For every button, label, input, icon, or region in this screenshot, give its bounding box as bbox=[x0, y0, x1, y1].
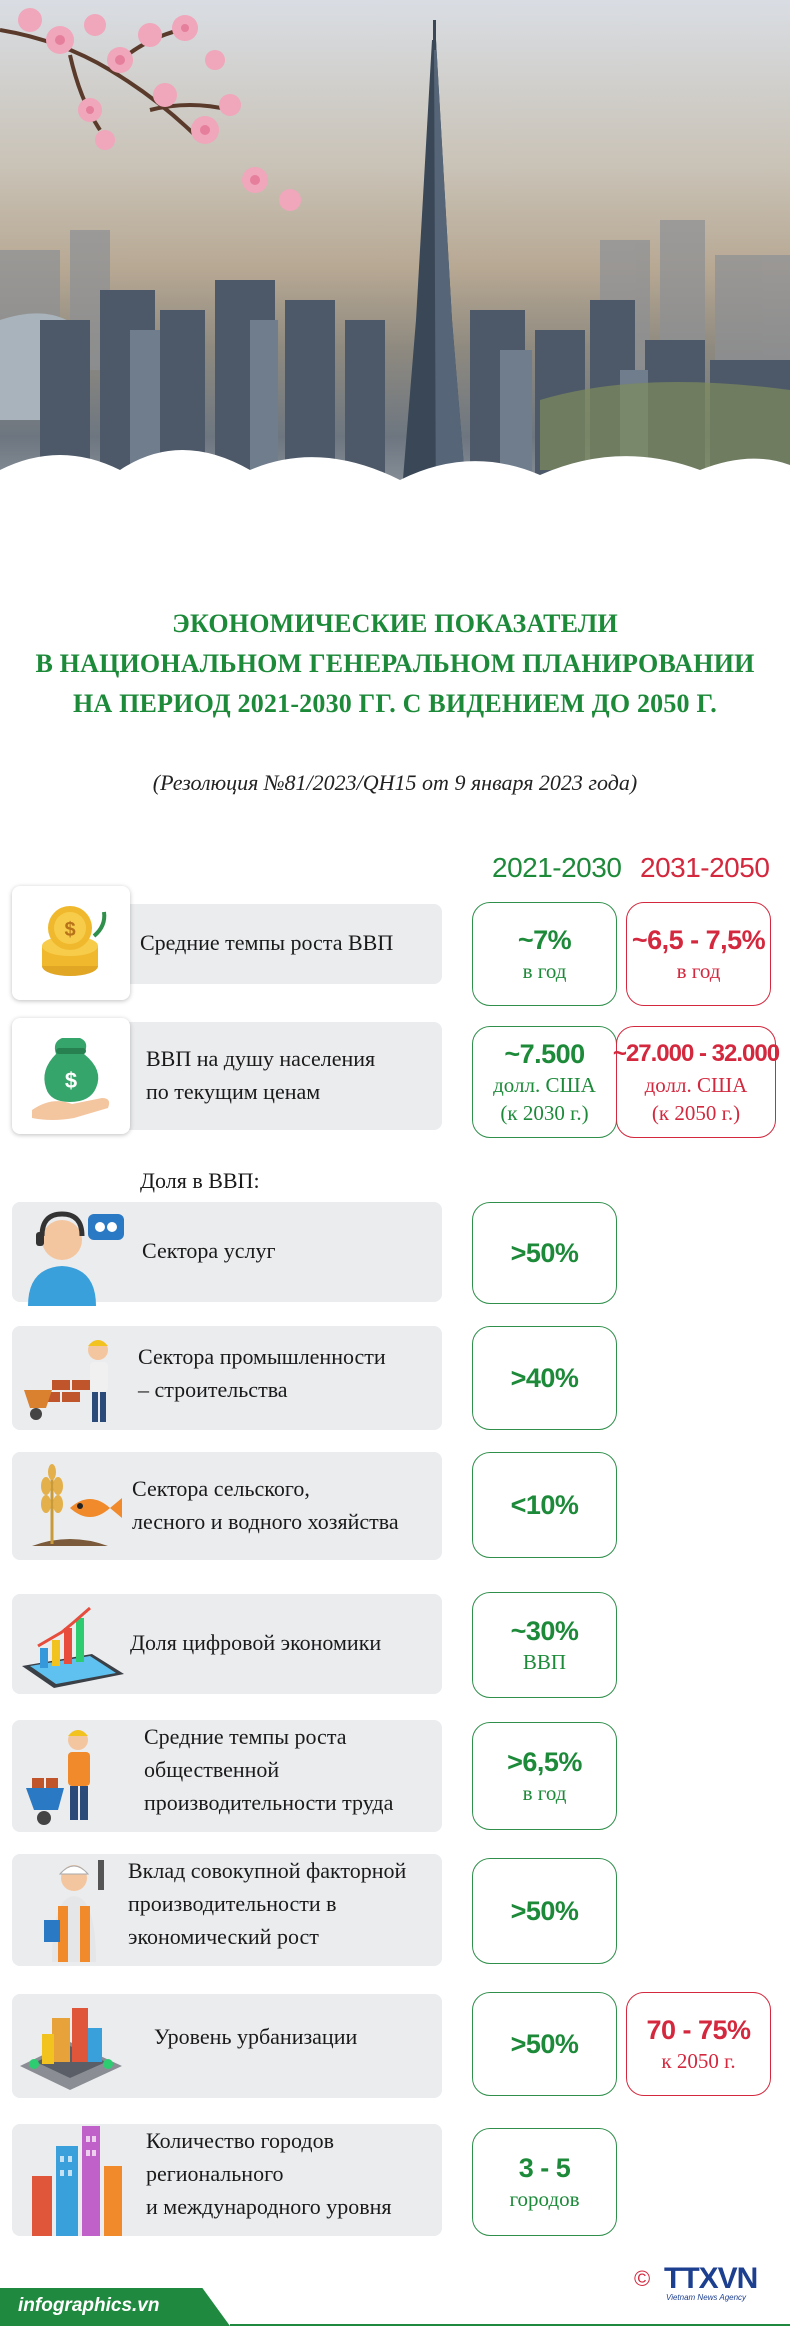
indicator-row-urbanization: Уровень урбанизации >50% 70 - 75% к 2050… bbox=[0, 1986, 790, 2102]
column-header-2021-2030: 2021-2030 bbox=[492, 852, 622, 883]
gdp-share-label: Доля в ВВП: bbox=[140, 1168, 260, 1193]
construction-worker-icon bbox=[12, 1318, 130, 1434]
indicator-label: Средние темпы роста ВВП bbox=[140, 930, 394, 955]
city-block-icon bbox=[12, 1988, 130, 2102]
svg-text:$: $ bbox=[64, 919, 75, 941]
service-agent-icon bbox=[12, 1196, 130, 1308]
title-line-2: В НАЦИОНАЛЬНОМ ГЕНЕРАЛЬНОМ ПЛАНИРОВАНИИ bbox=[35, 649, 755, 678]
indicator-label: Доля цифровой экономики bbox=[130, 1630, 382, 1655]
indicator-label: Уровень урбанизации bbox=[154, 2024, 358, 2049]
indicator-row-digital-economy: Доля цифровой экономики ~30% ВВП bbox=[0, 1586, 790, 1702]
indicator-label: ВВП на душу населения по текущим ценам bbox=[146, 1046, 376, 1104]
value-2021-2030: ~7% в год bbox=[472, 902, 617, 1006]
value-2031-2050: ~27.000 - 32.000 долл. США (к 2050 г.) bbox=[613, 1026, 780, 1138]
indicator-row-industry: Сектора промышленности – строительства >… bbox=[0, 1318, 790, 1434]
value-2021-2030: >6,5% в год bbox=[472, 1722, 617, 1830]
indicator-row-labor-productivity: Средние темпы роста общественной произво… bbox=[0, 1712, 790, 1836]
value-2021-2030: >50% bbox=[472, 1858, 617, 1964]
ttxvn-logo: © TTXVN Vietnam News Agency bbox=[634, 2262, 784, 2302]
indicator-row-agriculture: Сектора сельского, лесного и водного хоз… bbox=[0, 1442, 790, 1566]
indicator-row-cities: Количество городов регионального и между… bbox=[0, 2116, 790, 2240]
indicator-label: Количество городов регионального и между… bbox=[146, 2128, 392, 2219]
svg-text:$: $ bbox=[65, 1068, 77, 1093]
engineer-icon bbox=[12, 1850, 130, 1968]
indicator-label: Средние темпы роста общественной произво… bbox=[144, 1724, 394, 1815]
indicator-label: Сектора сельского, лесного и водного хоз… bbox=[132, 1476, 399, 1534]
site-name[interactable]: infographics.vn bbox=[18, 2295, 160, 2316]
title-line-3: НА ПЕРИОД 2021-2030 ГГ. С ВИДЕНИЕМ ДО 20… bbox=[73, 689, 717, 718]
money-bag-hand-icon: $ bbox=[12, 1018, 130, 1134]
agency-name: TTXVN bbox=[664, 2262, 758, 2295]
indicator-label: Сектора промышленности – строительства bbox=[138, 1344, 386, 1402]
value-2031-2050: ~6,5 - 7,5% в год bbox=[626, 902, 771, 1006]
indicator-label: Сектора услуг bbox=[142, 1238, 276, 1263]
column-header-2031-2050: 2031-2050 bbox=[640, 852, 770, 883]
worker-wheelbarrow-icon bbox=[12, 1716, 130, 1832]
hero-city-photo bbox=[0, 0, 790, 560]
indicator-row-services: Сектора услуг >50% bbox=[0, 1196, 790, 1308]
wheat-fish-icon bbox=[12, 1446, 130, 1560]
tablet-chart-icon bbox=[12, 1588, 130, 1700]
value-2021-2030: >50% bbox=[472, 1202, 617, 1304]
indicator-row-gdp-growth: $ Средние темпы роста ВВП ~7% в год ~6,5… bbox=[0, 886, 790, 1006]
title-line-1: ЭКОНОМИЧЕСКИЕ ПОКАЗАТЕЛИ bbox=[172, 609, 618, 638]
value-2021-2030: ~30% ВВП bbox=[472, 1592, 617, 1698]
value-2021-2030: >40% bbox=[472, 1326, 617, 1430]
value-2021-2030: 3 - 5 городов bbox=[472, 2128, 617, 2236]
value-2031-2050: 70 - 75% к 2050 г. bbox=[626, 1992, 771, 2096]
footer: infographics.vn bbox=[0, 2288, 790, 2326]
resolution-subtitle: (Резолюция №81/2023/QH15 от 9 января 202… bbox=[152, 770, 638, 795]
coins-growth-icon: $ bbox=[12, 886, 130, 1000]
skyscrapers-icon bbox=[12, 2116, 130, 2240]
value-2021-2030: ~7.500 долл. США (к 2030 г.) bbox=[472, 1026, 617, 1138]
value-2021-2030: >50% bbox=[472, 1992, 617, 2096]
page-title: ЭКОНОМИЧЕСКИЕ ПОКАЗАТЕЛИ В НАЦИОНАЛЬНОМ … bbox=[0, 604, 790, 724]
city-skyline-illustration bbox=[0, 8, 790, 560]
indicator-row-tfp: Вклад совокупной факторной производитель… bbox=[0, 1846, 790, 1970]
value-2021-2030: <10% bbox=[472, 1452, 617, 1558]
indicator-row-gdp-per-capita: $ ВВП на душу населения по текущим ценам… bbox=[0, 1014, 790, 1138]
agency-subtitle: Vietnam News Agency bbox=[666, 2293, 747, 2302]
indicator-label: Вклад совокупной факторной производитель… bbox=[128, 1858, 407, 1949]
copyright-symbol: © bbox=[634, 2266, 651, 2291]
